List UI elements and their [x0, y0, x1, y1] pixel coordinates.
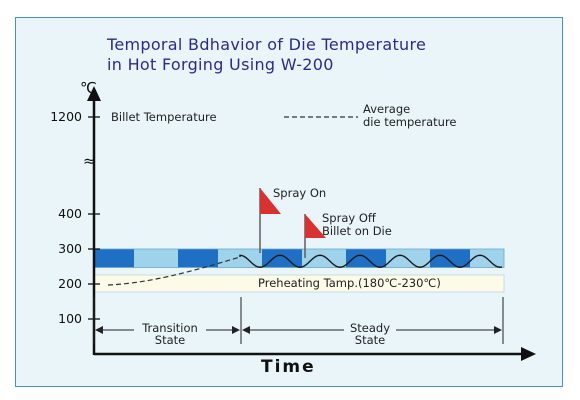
y-tick-label-200: 200	[58, 276, 82, 291]
x-axis-arrow	[521, 347, 536, 361]
y-axis-unit: ℃	[80, 79, 97, 97]
spray-off-label-line-2: Billet on Die	[322, 224, 392, 238]
legend-billet-temperature: Billet Temperature	[111, 110, 217, 124]
y-tick-label-300: 300	[58, 241, 82, 256]
band-segment	[134, 249, 178, 268]
chart-title-line-1: Temporal Bdhavior of Die Temperature	[106, 35, 426, 54]
y-tick-400: 400	[58, 206, 100, 221]
spray-on-flag-icon	[260, 188, 281, 214]
steady-state-label-line-1: Steady	[350, 321, 390, 335]
band-segment	[262, 249, 302, 268]
band-segment	[218, 249, 262, 268]
x-axis-label: Time	[261, 357, 316, 377]
band-segment	[386, 249, 430, 268]
spray-off-flag-icon	[305, 214, 326, 238]
y-tick-label-400: 400	[58, 206, 82, 221]
spray-off-label-line-1: Spray Off	[322, 211, 377, 225]
y-tick-label-1200: 1200	[50, 109, 82, 124]
spray-on-label: Spray On	[273, 186, 326, 200]
band-segment	[178, 249, 218, 268]
band-segment	[302, 249, 346, 268]
y-axis-break: ≈	[83, 152, 96, 170]
band-segment	[430, 249, 470, 268]
spray-on-flag	[259, 188, 281, 253]
legend-average-line-1: Average	[363, 102, 410, 116]
y-tick-300: 300	[58, 241, 100, 256]
y-tick-label-100: 100	[58, 311, 82, 326]
band-segment	[94, 249, 134, 268]
y-axis-arrow	[87, 86, 101, 101]
y-tick-1200: 1200	[50, 109, 100, 124]
chart-title-line-2: in Hot Forging Using W-200	[107, 55, 334, 74]
transition-state-label-line-1: Transition	[141, 321, 198, 335]
y-tick-200: 200	[58, 276, 100, 291]
spray-off-flag	[304, 214, 326, 258]
preheating-label: Preheating Tamp.(180℃-230℃)	[258, 276, 441, 290]
steady-state-label-line-2: State	[355, 333, 385, 347]
chart-frame	[15, 17, 563, 387]
steady-die-temperature-wave	[239, 254, 503, 268]
transition-state-label-line-2: State	[155, 333, 185, 347]
transition-label-bg	[134, 321, 206, 347]
steady-label-bg	[344, 321, 396, 347]
legend-average-line-2: die temperature	[363, 115, 457, 129]
temperature-band	[93, 248, 505, 268]
